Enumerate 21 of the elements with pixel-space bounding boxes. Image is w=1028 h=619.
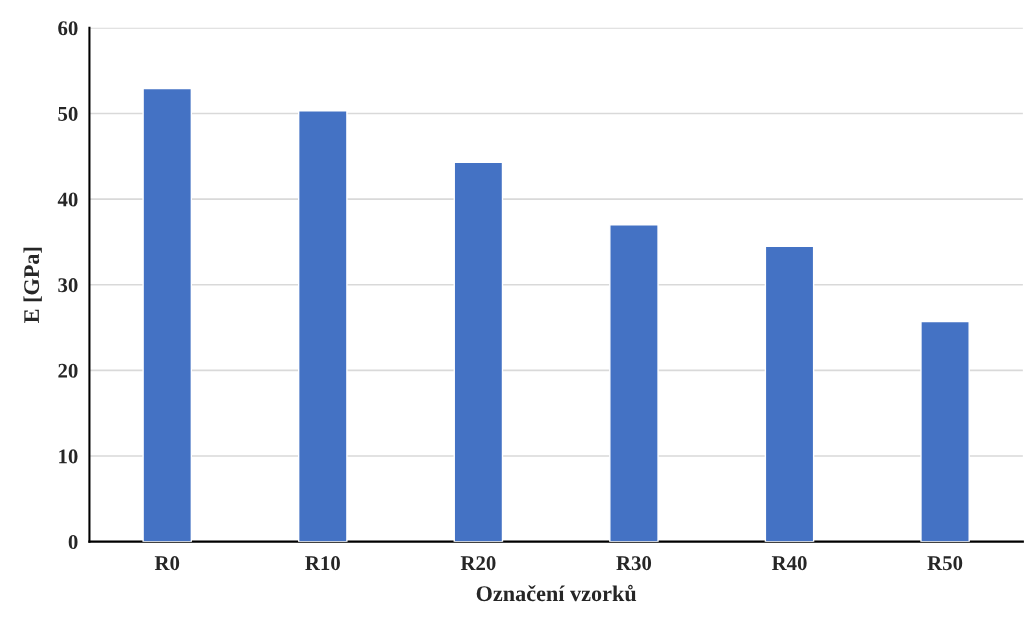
y-tick-label: 50 (58, 106, 78, 121)
bar (920, 320, 970, 542)
y-tick-label: 10 (59, 449, 78, 464)
x-tick-label: R0 (154, 556, 180, 571)
y-tick-label: 20 (58, 363, 78, 378)
y-tick-label: 0 (68, 535, 78, 550)
y-tick-label: 40 (57, 192, 78, 207)
y-axis-title: E [GPa] (23, 247, 42, 323)
y-tick-label: 60 (58, 21, 78, 36)
bar (142, 87, 193, 542)
x-tick-label: R20 (460, 556, 496, 571)
bar (764, 245, 815, 542)
bar (609, 224, 659, 542)
x-tick-label: R50 (927, 556, 963, 571)
bar (297, 110, 348, 542)
y-tick-label: 30 (58, 278, 78, 293)
x-tick-label: R40 (771, 556, 807, 571)
x-tick-label: R10 (305, 556, 340, 571)
x-tick-label: R30 (616, 556, 652, 571)
bar (453, 161, 504, 542)
x-axis-title: Označení vzorků (476, 584, 637, 602)
